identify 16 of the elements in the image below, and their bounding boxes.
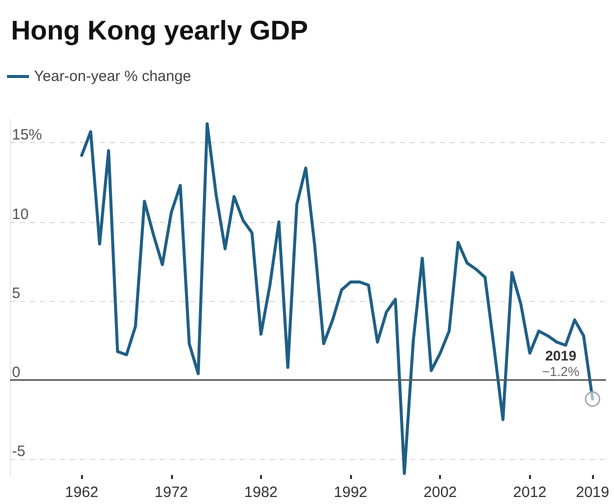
x-tick-label: 1972 <box>154 484 188 501</box>
x-tick-label: 1982 <box>244 484 278 501</box>
annotation: −1.2% <box>542 364 580 379</box>
y-tick-label: 15% <box>12 126 42 144</box>
y-tick-label: -5 <box>12 443 26 460</box>
legend-label: Year-on-year % change <box>34 68 192 85</box>
annotation: 2019 <box>545 347 577 364</box>
x-tick-label: 1992 <box>334 484 368 501</box>
x-tick-label: 2012 <box>513 484 547 501</box>
x-tick-label: 1962 <box>65 484 98 501</box>
y-tick-label: 10 <box>12 206 29 223</box>
y-tick-label: 0 <box>12 364 20 382</box>
x-tick-label: 2019 <box>576 484 610 501</box>
chart-title: Hong Kong yearly GDP <box>11 16 308 46</box>
x-tick-label: 2002 <box>424 484 457 501</box>
y-tick-label: 5 <box>12 284 20 302</box>
